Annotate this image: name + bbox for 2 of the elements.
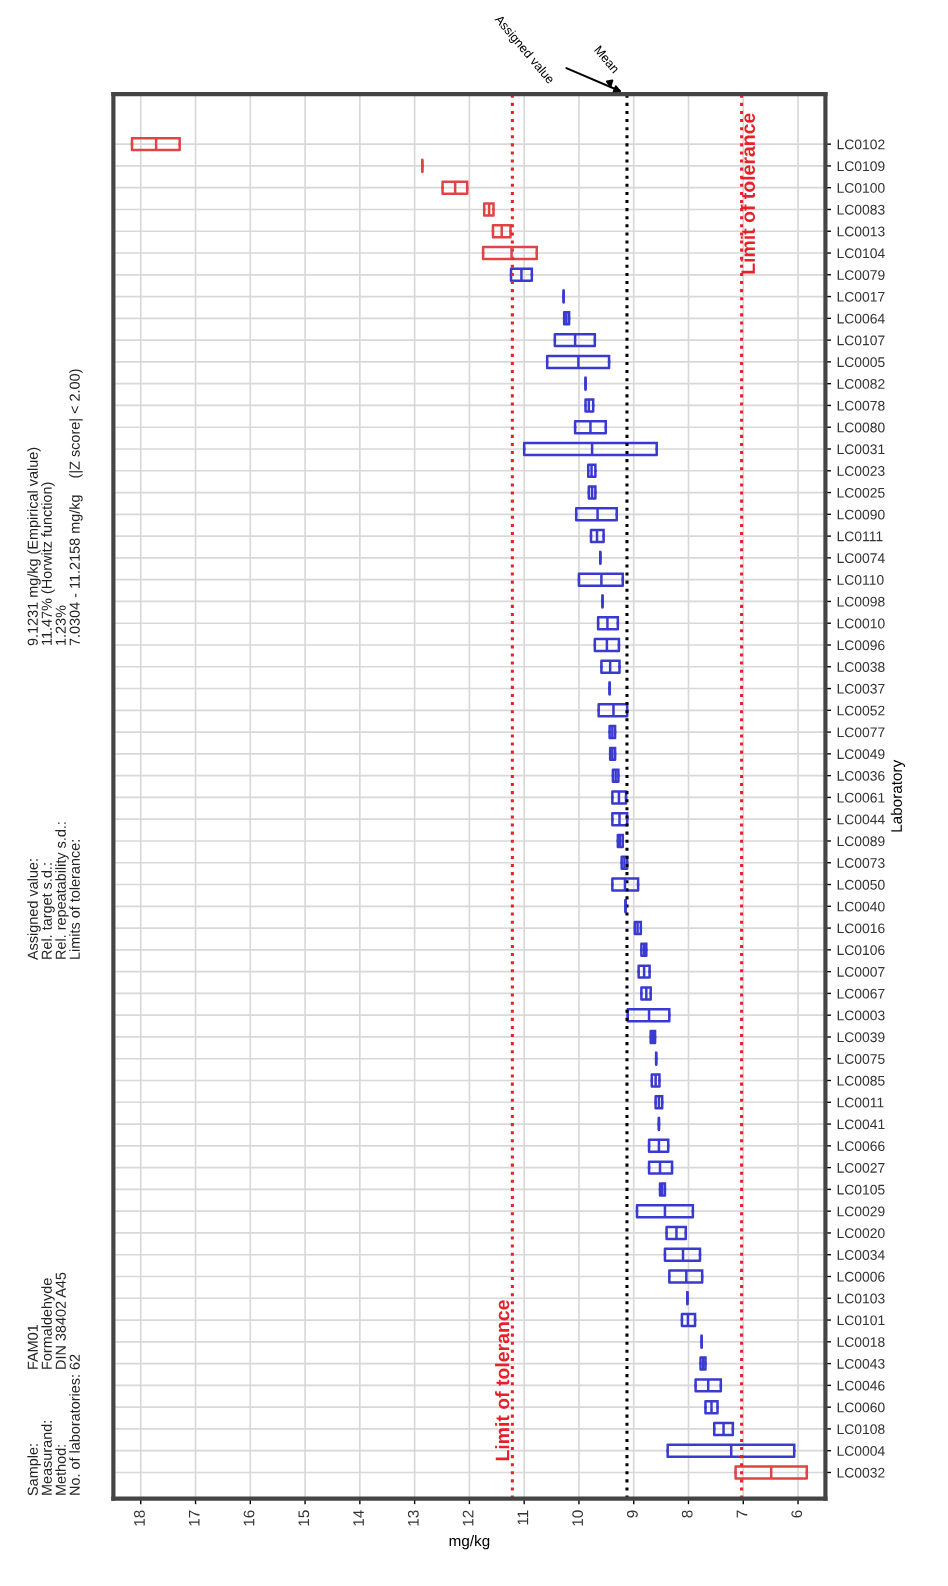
ref-line-label: Limit of tolerance — [495, 1300, 510, 1461]
ref-line-label: Limit of tolerance — [740, 113, 756, 274]
